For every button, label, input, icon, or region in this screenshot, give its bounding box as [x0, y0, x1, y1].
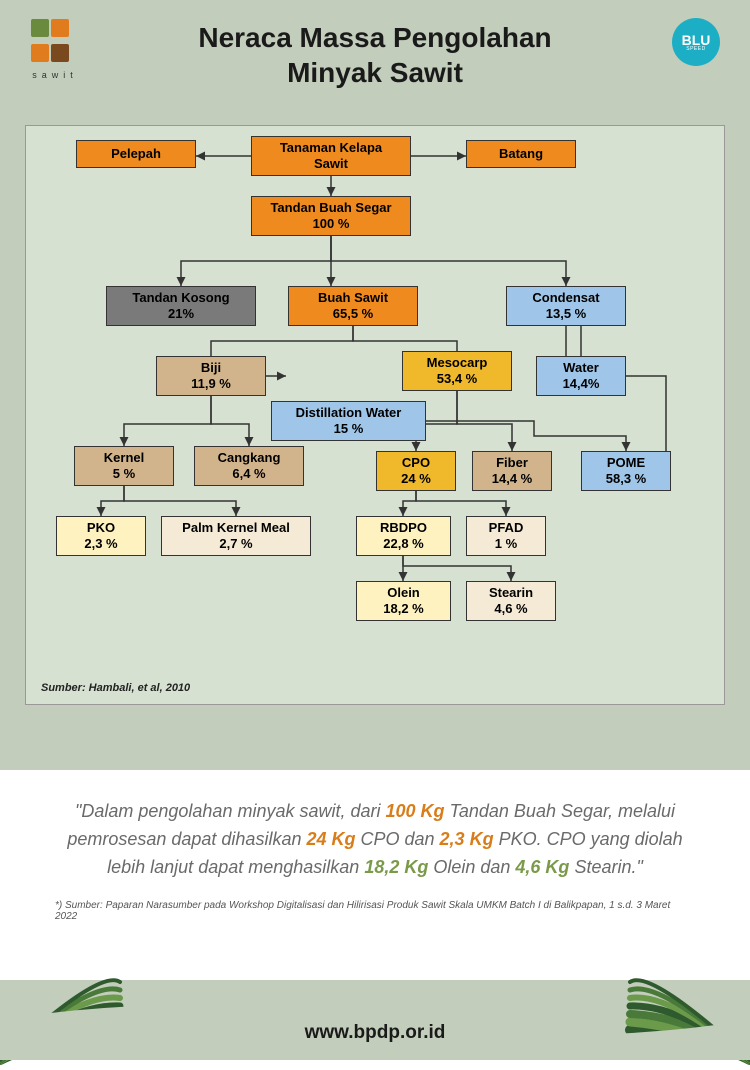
node-cangkang: Cangkang6,4 %: [194, 446, 304, 486]
quote-section: "Dalam pengolahan minyak sawit, dari 100…: [0, 770, 750, 980]
node-buah: Buah Sawit65,5 %: [288, 286, 418, 326]
node-olein: Olein18,2 %: [356, 581, 451, 621]
logo-square: [51, 19, 69, 37]
logo-label: sawit: [30, 70, 80, 80]
node-pko: PKO2,3 %: [56, 516, 146, 556]
node-tkosong: Tandan Kosong21%: [106, 286, 256, 326]
node-water: Water14,4%: [536, 356, 626, 396]
footer: www.bpdp.or.id: [0, 980, 750, 1060]
node-mesocarp: Mesocarp53,4 %: [402, 351, 512, 391]
node-biji: Biji11,9 %: [156, 356, 266, 396]
header: sawit BLU SPEED Neraca Massa PengolahanM…: [0, 0, 750, 110]
node-tanaman: Tanaman KelapaSawit: [251, 136, 411, 176]
node-batang: Batang: [466, 140, 576, 168]
node-condensat: Condensat13,5 %: [506, 286, 626, 326]
node-cpo: CPO24 %: [376, 451, 456, 491]
blu-logo: BLU SPEED: [672, 18, 720, 66]
blu-logo-text: BLU: [682, 33, 711, 47]
node-pfad: PFAD1 %: [466, 516, 546, 556]
website-url: www.bpdp.or.id: [0, 1022, 750, 1044]
logo-square: [31, 19, 49, 37]
node-pome: POME58,3 %: [581, 451, 671, 491]
node-stearin: Stearin4,6 %: [466, 581, 556, 621]
quote-text: "Dalam pengolahan minyak sawit, dari 100…: [55, 798, 695, 882]
flowchart: Pelepah Tanaman KelapaSawit Batang Tandan B…: [25, 125, 725, 705]
page-title: Neraca Massa PengolahanMinyak Sawit: [30, 20, 720, 90]
node-pkm: Palm Kernel Meal2,7 %: [161, 516, 311, 556]
chart-source-note: Sumber: Hambali, et al, 2010: [41, 682, 190, 694]
infographic-page: sawit BLU SPEED Neraca Massa PengolahanM…: [0, 0, 750, 1060]
node-fiber: Fiber14,4 %: [472, 451, 552, 491]
sawit-logo: sawit: [30, 18, 80, 80]
logo-square: [51, 44, 69, 62]
node-rbdpo: RBDPO22,8 %: [356, 516, 451, 556]
footer-wave: [0, 980, 750, 1060]
node-distill: Distillation Water15 %: [271, 401, 426, 441]
node-tbs: Tandan Buah Segar100 %: [251, 196, 411, 236]
node-pelepah: Pelepah: [76, 140, 196, 168]
node-kernel: Kernel5 %: [74, 446, 174, 486]
footnote: *) Sumber: Paparan Narasumber pada Works…: [55, 900, 695, 922]
logo-square: [31, 44, 49, 62]
blu-logo-sub: SPEED: [686, 47, 705, 52]
